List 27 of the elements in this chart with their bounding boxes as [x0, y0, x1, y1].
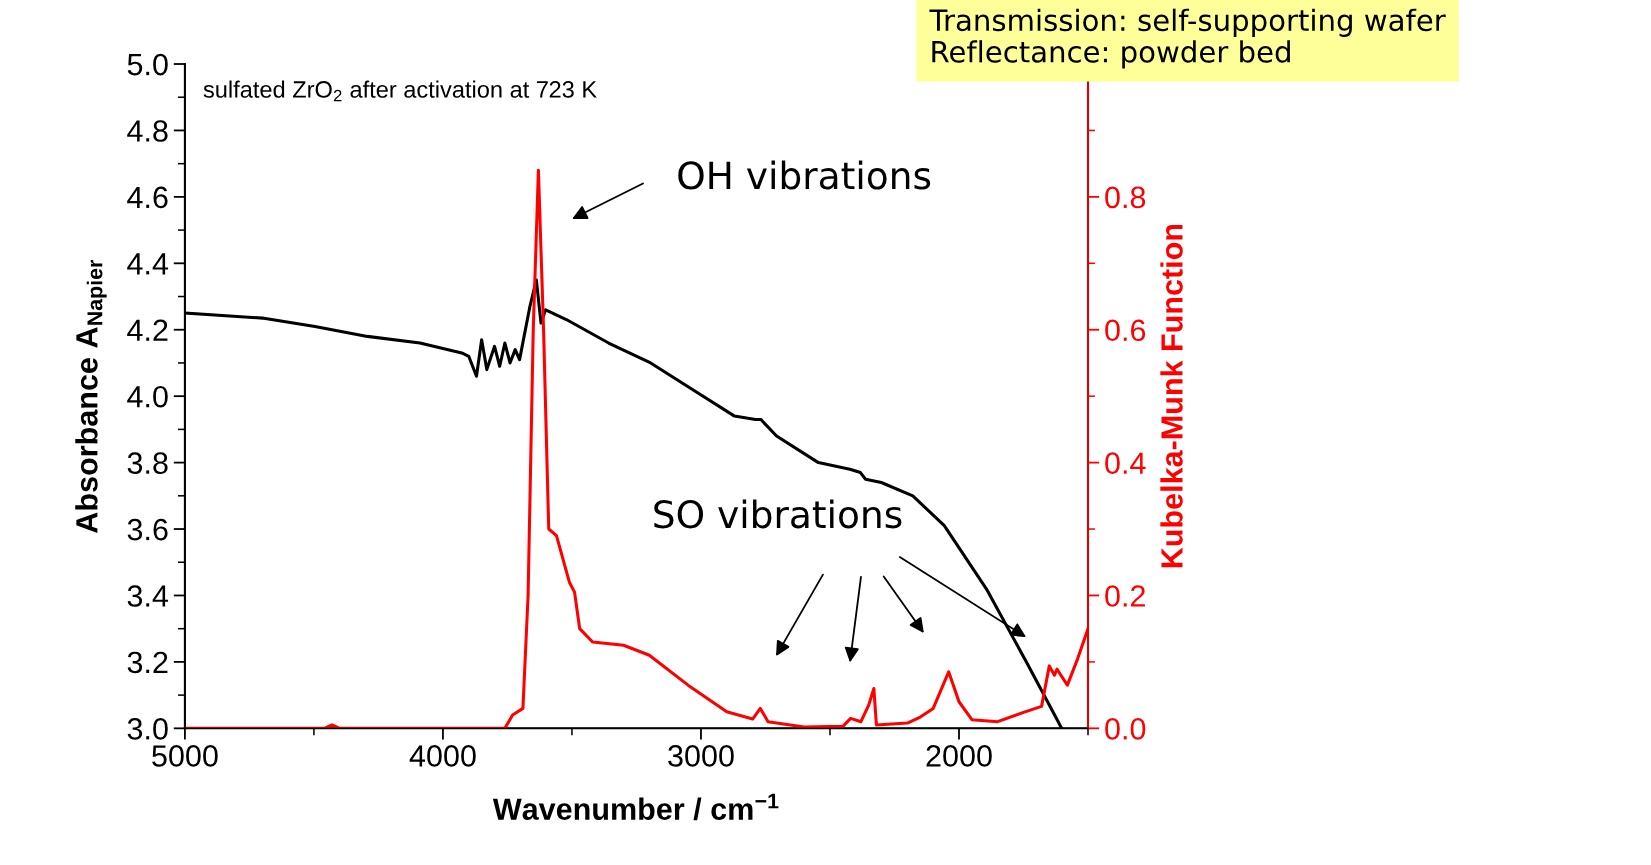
y-tick-label: 4.0: [127, 385, 168, 408]
y-tick-label: 5.0: [127, 53, 168, 76]
y2-tick-label: 0.2: [1105, 585, 1145, 607]
y-tick-label: 3.8: [127, 452, 168, 474]
y-tick-label: 4.4: [127, 253, 169, 275]
x-tick-label: 2000: [926, 745, 992, 767]
y-axis-title: Absorbance A$_{Napier}$: [75, 260, 107, 533]
y-tick-label: 4.8: [127, 120, 168, 142]
y-tick-label: 3.2: [127, 651, 168, 674]
y-tick-label: 3.4: [127, 585, 169, 607]
y-tick-label: 3.0: [127, 718, 168, 740]
annotation: OH vibrations: [678, 160, 931, 190]
y2-axis-title: Kubelka-Munk Function: [1160, 224, 1183, 568]
y2-tick-label: 0.0: [1105, 718, 1146, 740]
y2-tick-label: 0.8: [1105, 186, 1146, 209]
annotation: sulfated ZrO$_{2}$ after activation at 723 K: [203, 80, 597, 102]
y-tick-label: 4.6: [127, 186, 168, 209]
annotation: SO vibrations: [654, 499, 902, 529]
y2-tick-label: 0.4: [1105, 452, 1146, 474]
y2-tick-label: 0.6: [1105, 319, 1146, 342]
y-tick-label: 3.6: [127, 518, 168, 541]
y-tick-label: 4.2: [127, 319, 168, 341]
x-axis-title: Wavenumber / cm$^{−1}$: [492, 793, 779, 821]
x-tick-label: 5000: [152, 745, 218, 767]
x-tick-label: 3000: [668, 745, 734, 767]
annotation: Transmission: self-supporting wafer Reflectance: powder bed: [929, 8, 1446, 69]
x-tick-label: 4000: [409, 745, 476, 767]
